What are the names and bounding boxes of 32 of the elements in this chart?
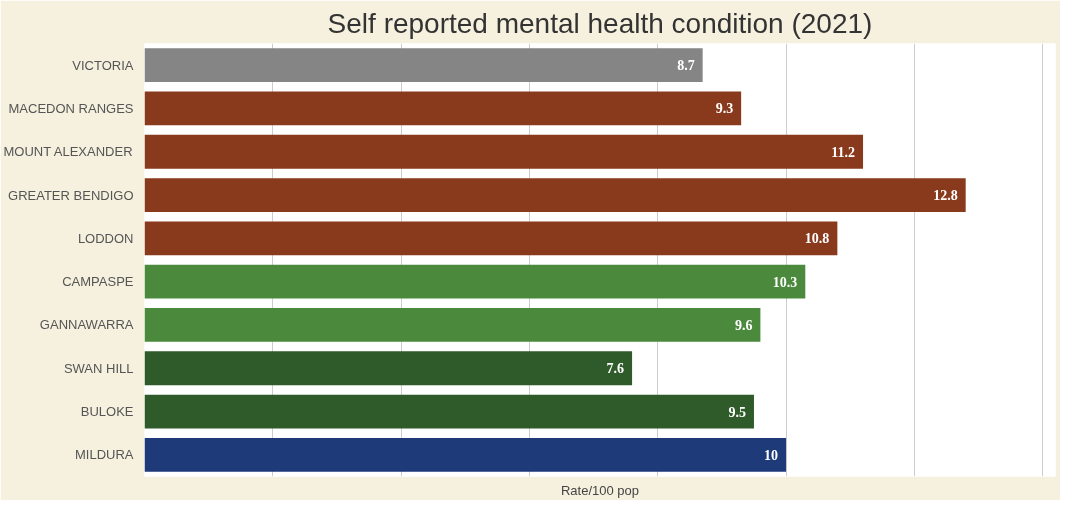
data-label: 9.3	[715, 101, 734, 117]
bar	[144, 394, 754, 429]
data-label: 10.3	[772, 274, 798, 290]
y-tick-label: MILDURA	[74, 447, 134, 463]
bar	[144, 351, 633, 386]
bar	[144, 48, 703, 83]
bar	[144, 437, 787, 472]
data-label: 10.8	[804, 231, 830, 247]
y-tick-label: VICTORIA	[72, 57, 134, 73]
y-tick-label: MACEDON RANGES	[8, 100, 134, 116]
chart-title: Self reported mental health condition (2021)	[327, 7, 873, 39]
y-tick-label: MOUNT ALEXANDER	[3, 144, 133, 160]
data-label: 12.8	[933, 188, 958, 204]
bar	[144, 308, 761, 342]
y-tick-label: SWAN HILL	[63, 360, 134, 376]
data-label: 11.2	[831, 144, 856, 160]
bar	[144, 134, 864, 169]
x-axis-title: Rate/100 pop	[560, 482, 640, 498]
bar	[144, 264, 806, 299]
y-tick-label: GANNAWARRA	[39, 317, 134, 333]
data-label: 10	[764, 447, 779, 463]
y-tick-label: CAMPASPE	[62, 274, 134, 290]
bar	[144, 221, 838, 256]
y-tick-label: BULOKE	[80, 404, 134, 420]
bar	[144, 178, 966, 212]
data-label: 7.6	[606, 361, 625, 377]
data-label: 9.6	[734, 317, 753, 333]
bar	[144, 91, 742, 126]
data-label: 8.7	[677, 58, 695, 74]
y-tick-label: GREATER BENDIGO	[8, 187, 134, 203]
data-label: 9.5	[728, 404, 746, 420]
y-tick-label: LODDON	[77, 230, 134, 246]
